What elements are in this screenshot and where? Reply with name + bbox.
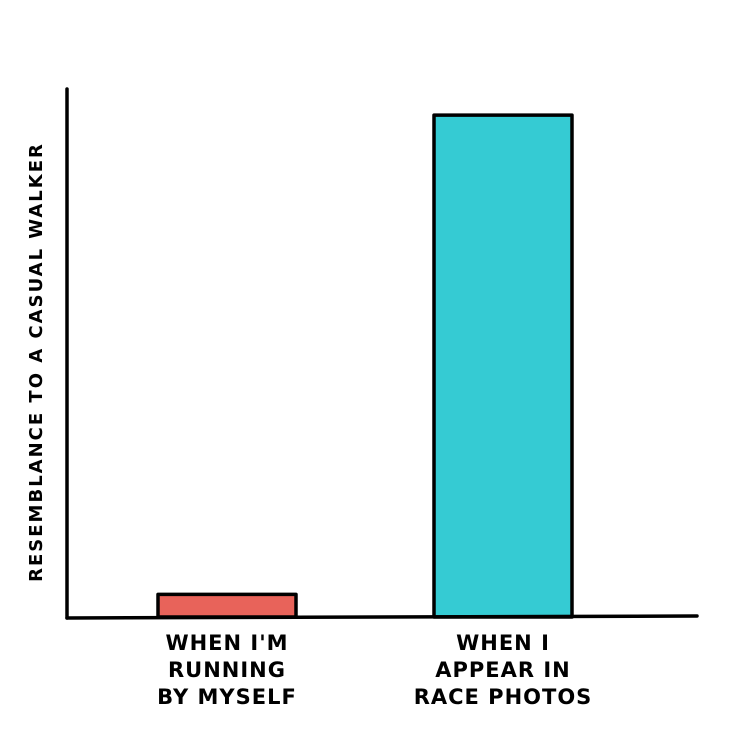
x-axis-line [65,614,699,620]
x-tick-label-2-line-2: APPEAR IN [435,658,571,682]
x-tick-label-1-line-1: WHEN I'M [165,631,288,655]
bars-group [156,113,574,619]
x-tick-label-1-line-3: BY MYSELF [157,685,297,709]
y-axis-label: RESEMBLANCE TO A CASUAL WALKER [26,142,47,582]
bar-1 [156,592,298,619]
x-tick-labels: WHEN I'M RUNNING BY MYSELF WHEN I APPEAR IN R… [157,631,593,709]
x-tick-label-1-line-2: RUNNING [168,658,286,682]
x-tick-label-2-line-3: RACE PHOTOS [414,685,593,709]
bar-2 [432,113,574,619]
x-tick-label-2-line-1: WHEN I [456,631,550,655]
